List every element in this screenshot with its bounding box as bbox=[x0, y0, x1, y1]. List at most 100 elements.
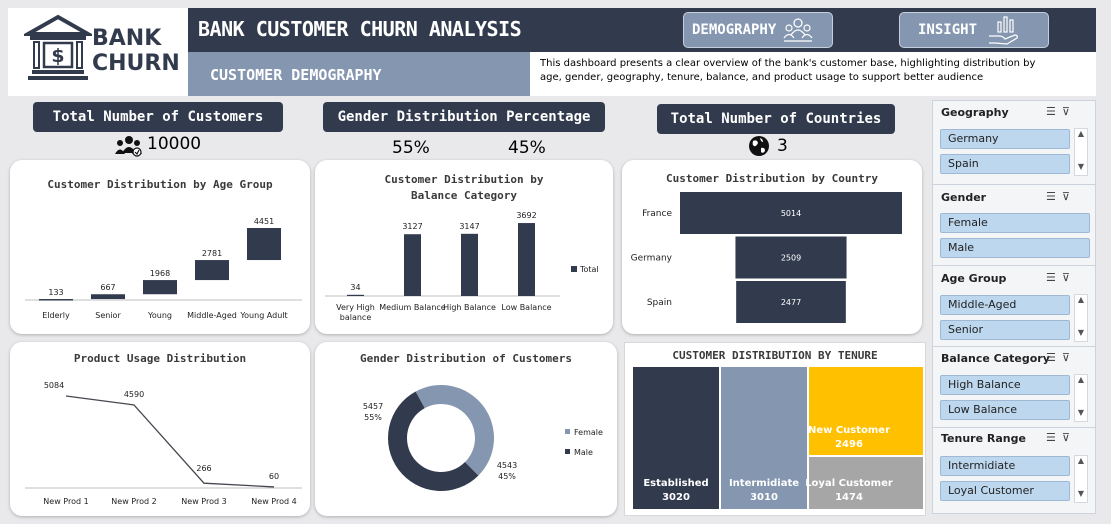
tenure-established-label: Established bbox=[643, 478, 708, 489]
country-bar bbox=[735, 236, 847, 279]
multi-select-icon[interactable]: ☰ bbox=[1046, 431, 1062, 444]
slicer-balance-controls[interactable]: ☰⊽ bbox=[1046, 351, 1076, 364]
slicer-geography-scrollbar[interactable]: ▲ ▼ bbox=[1074, 128, 1088, 176]
tenure-loyal-customer-value: 1474 bbox=[835, 492, 863, 503]
slicer-age-scrollbar[interactable]: ▲ ▼ bbox=[1074, 294, 1088, 342]
country-chart-card: Customer Distribution by Country 5014 Fra… bbox=[622, 160, 922, 334]
kpi-customers-title: Total Number of Customers bbox=[33, 102, 283, 132]
multi-select-icon[interactable]: ☰ bbox=[1046, 271, 1062, 284]
logo-text-churn: CHURN bbox=[92, 51, 180, 76]
age-chart-title: Customer Distribution by Age Group bbox=[47, 178, 273, 191]
tenure-loyal-customer-tile bbox=[809, 457, 923, 509]
slicer-item-loyal-customer[interactable]: Loyal Customer bbox=[940, 481, 1070, 501]
product-tick-label: New Prod 3 bbox=[181, 497, 226, 506]
gender-chart-card: Gender Distribution of Customers 5457 55%… bbox=[315, 342, 617, 516]
age-tick-label: Young Adult bbox=[239, 311, 287, 320]
balance-bar bbox=[461, 233, 478, 296]
chart-hand-icon bbox=[989, 16, 1018, 45]
age-bar bbox=[195, 260, 229, 281]
tenure-chart-title: CUSTOMER DISTRIBUTION BY TENURE bbox=[672, 349, 878, 362]
slicer-tenure-controls[interactable]: ☰⊽ bbox=[1046, 431, 1076, 444]
slicer-item-germany[interactable]: Germany bbox=[940, 129, 1070, 149]
logo-text-bank: BANK bbox=[92, 26, 162, 51]
scroll-up-icon[interactable]: ▲ bbox=[1077, 295, 1085, 304]
tenure-intermidiate-value: 3010 bbox=[750, 492, 778, 503]
country-tick-label: France bbox=[642, 209, 672, 219]
country-tick-label: Spain bbox=[647, 298, 672, 308]
slicer-divider bbox=[933, 265, 1095, 266]
nav-demography-label: DEMOGRAPHY bbox=[692, 22, 777, 38]
slicer-gender-controls[interactable]: ☰⊽ bbox=[1046, 190, 1076, 203]
nav-insight-button[interactable]: INSIGHT bbox=[899, 12, 1049, 48]
gender-legend-swatch bbox=[565, 449, 570, 454]
age-bar bbox=[247, 228, 281, 261]
globe-icon bbox=[749, 136, 769, 156]
age-data-label: 4451 bbox=[254, 217, 274, 226]
slicer-balance-scrollbar[interactable]: ▲ ▼ bbox=[1074, 374, 1088, 422]
kpi-countries-title: Total Number of Countries bbox=[657, 104, 895, 134]
slicer-age-controls[interactable]: ☰⊽ bbox=[1046, 271, 1076, 284]
country-tick-label: Germany bbox=[631, 254, 673, 264]
clear-filter-icon[interactable]: ⊽ bbox=[1061, 351, 1076, 364]
scroll-up-icon[interactable]: ▲ bbox=[1077, 456, 1085, 465]
multi-select-icon[interactable]: ☰ bbox=[1046, 190, 1062, 203]
slicer-item-female[interactable]: Female bbox=[940, 213, 1090, 233]
slicer-item-spain[interactable]: Spain bbox=[940, 154, 1070, 174]
age-chart-card: Customer Distribution by Age Group 133 El… bbox=[10, 160, 310, 334]
people-icon bbox=[783, 18, 813, 42]
age-tick-label: Young bbox=[147, 311, 172, 320]
description-box bbox=[530, 52, 1096, 96]
nav-insight-label: INSIGHT bbox=[918, 22, 978, 38]
balance-bar bbox=[518, 223, 535, 296]
age-bar bbox=[143, 280, 177, 295]
product-chart-card: Product Usage Distribution 5084 New Prod … bbox=[10, 342, 310, 516]
balance-data-label: 3147 bbox=[459, 222, 479, 231]
balance-data-label: 3127 bbox=[402, 222, 422, 231]
age-data-label: 133 bbox=[48, 288, 63, 297]
svg-text:$: $ bbox=[51, 45, 64, 67]
bank-logo-icon: $ bbox=[24, 14, 92, 80]
clear-filter-icon[interactable]: ⊽ bbox=[1061, 271, 1076, 284]
country-chart-title: Customer Distribution by Country bbox=[666, 172, 878, 185]
slicer-geography-title: Geography bbox=[941, 106, 1009, 119]
gender-slice bbox=[387, 391, 479, 492]
slicer-item-low-balance[interactable]: Low Balance bbox=[940, 400, 1070, 420]
scroll-up-icon[interactable]: ▲ bbox=[1077, 129, 1085, 138]
slicer-item-high-balance[interactable]: High Balance bbox=[940, 375, 1070, 395]
kpi-gender-male: 45% bbox=[508, 138, 546, 158]
gender-slice bbox=[415, 385, 494, 476]
slicer-item-senior[interactable]: Senior bbox=[940, 320, 1070, 340]
page-title: BANK CUSTOMER CHURN ANALYSIS bbox=[198, 17, 522, 41]
multi-select-icon[interactable]: ☰ bbox=[1046, 351, 1062, 364]
scroll-up-icon[interactable]: ▲ bbox=[1077, 375, 1085, 384]
scroll-down-icon[interactable]: ▼ bbox=[1077, 162, 1085, 171]
country-data-label: 5014 bbox=[781, 209, 801, 218]
country-data-label: 2509 bbox=[781, 254, 801, 263]
gender-legend-label: Female bbox=[574, 428, 603, 437]
scroll-down-icon[interactable]: ▼ bbox=[1077, 328, 1085, 337]
scroll-down-icon[interactable]: ▼ bbox=[1077, 408, 1085, 417]
slicer-item-male[interactable]: Male bbox=[940, 238, 1090, 258]
country-chart: 5014 France 2509 Germany 2477 Spain bbox=[631, 192, 902, 323]
balance-tick-label: Very High bbox=[336, 303, 375, 312]
product-line bbox=[65, 395, 275, 488]
product-data-label: 5084 bbox=[44, 381, 64, 390]
slicer-item-middle-aged[interactable]: Middle-Aged bbox=[940, 295, 1070, 315]
slicer-geography-controls[interactable]: ☰⊽ bbox=[1046, 105, 1076, 118]
clear-filter-icon[interactable]: ⊽ bbox=[1061, 431, 1076, 444]
gender-percent-label: 55% bbox=[364, 413, 382, 422]
slicer-age-title: Age Group bbox=[941, 272, 1007, 285]
nav-demography-button[interactable]: DEMOGRAPHY bbox=[683, 12, 833, 48]
product-data-label: 4590 bbox=[124, 390, 144, 399]
slicer-tenure-scrollbar[interactable]: ▲ ▼ bbox=[1074, 455, 1088, 503]
slicer-item-intermidiate[interactable]: Intermidiate bbox=[940, 456, 1070, 476]
slicer-divider bbox=[933, 184, 1095, 185]
multi-select-icon[interactable]: ☰ bbox=[1046, 105, 1062, 118]
scroll-down-icon[interactable]: ▼ bbox=[1077, 489, 1085, 498]
tenure-new-customer-value: 2496 bbox=[835, 439, 863, 450]
gender-percent-label: 45% bbox=[498, 472, 516, 481]
clear-filter-icon[interactable]: ⊽ bbox=[1061, 190, 1076, 203]
age-data-label: 1968 bbox=[150, 269, 170, 278]
balance-legend-label: Total bbox=[579, 265, 599, 274]
clear-filter-icon[interactable]: ⊽ bbox=[1061, 105, 1076, 118]
